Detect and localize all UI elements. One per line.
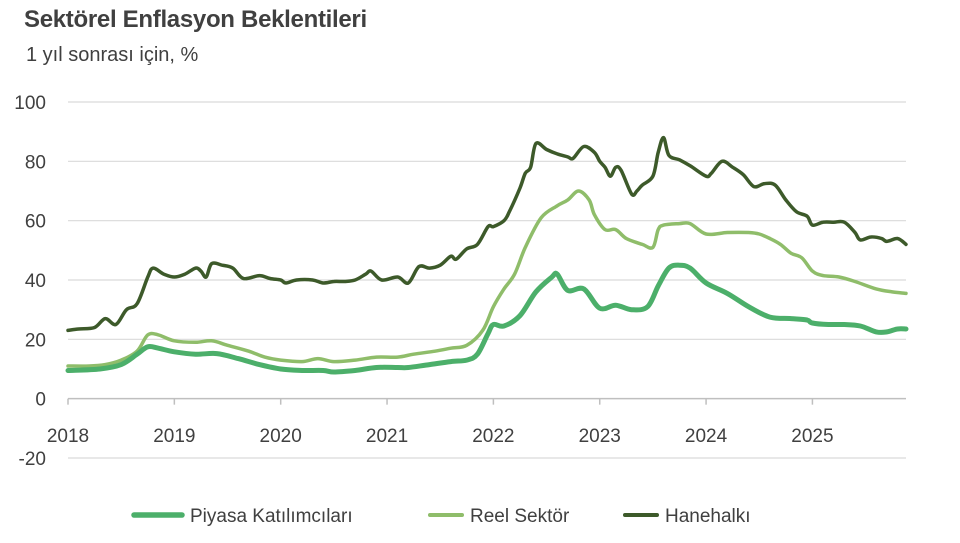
x-tick-label: 2025 [791, 426, 833, 447]
series-line-1 [66, 189, 908, 368]
y-tick-label: 40 [25, 271, 46, 292]
series-line-0 [65, 262, 909, 375]
y-axis: -20 0 20 40 60 80 100 [14, 93, 46, 470]
y-tick-label: 80 [25, 152, 46, 173]
x-tick-label: 2024 [685, 426, 728, 447]
legend: Piyasa Katılımcıları Reel Sektör Hanehalkı [131, 506, 751, 527]
gridlines [68, 101, 906, 459]
x-axis: 2018 2019 2020 2021 2022 2023 2024 2025 [47, 397, 906, 447]
legend-label: Reel Sektör [470, 506, 570, 527]
y-tick-label: 20 [25, 330, 46, 351]
x-tick-label: 2021 [366, 426, 408, 447]
x-tick-label: 2022 [472, 426, 514, 447]
y-tick-label: 60 [25, 212, 46, 233]
x-tick-label: 2020 [260, 426, 302, 447]
chart-title: Sektörel Enflasyon Beklentileri [24, 6, 367, 33]
chart-subtitle: 1 yıl sonrası için, % [26, 44, 199, 66]
y-tick-label: -20 [19, 449, 46, 470]
series-lines [65, 135, 909, 375]
series-line-2 [66, 135, 908, 333]
y-tick-label: 100 [14, 93, 46, 114]
y-tick-label: 0 [35, 390, 46, 411]
legend-label: Hanehalkı [665, 506, 751, 527]
x-tick-label: 2018 [47, 426, 89, 447]
x-tick-label: 2023 [579, 426, 621, 447]
x-tick-label: 2019 [153, 426, 195, 447]
legend-label: Piyasa Katılımcıları [190, 506, 353, 527]
